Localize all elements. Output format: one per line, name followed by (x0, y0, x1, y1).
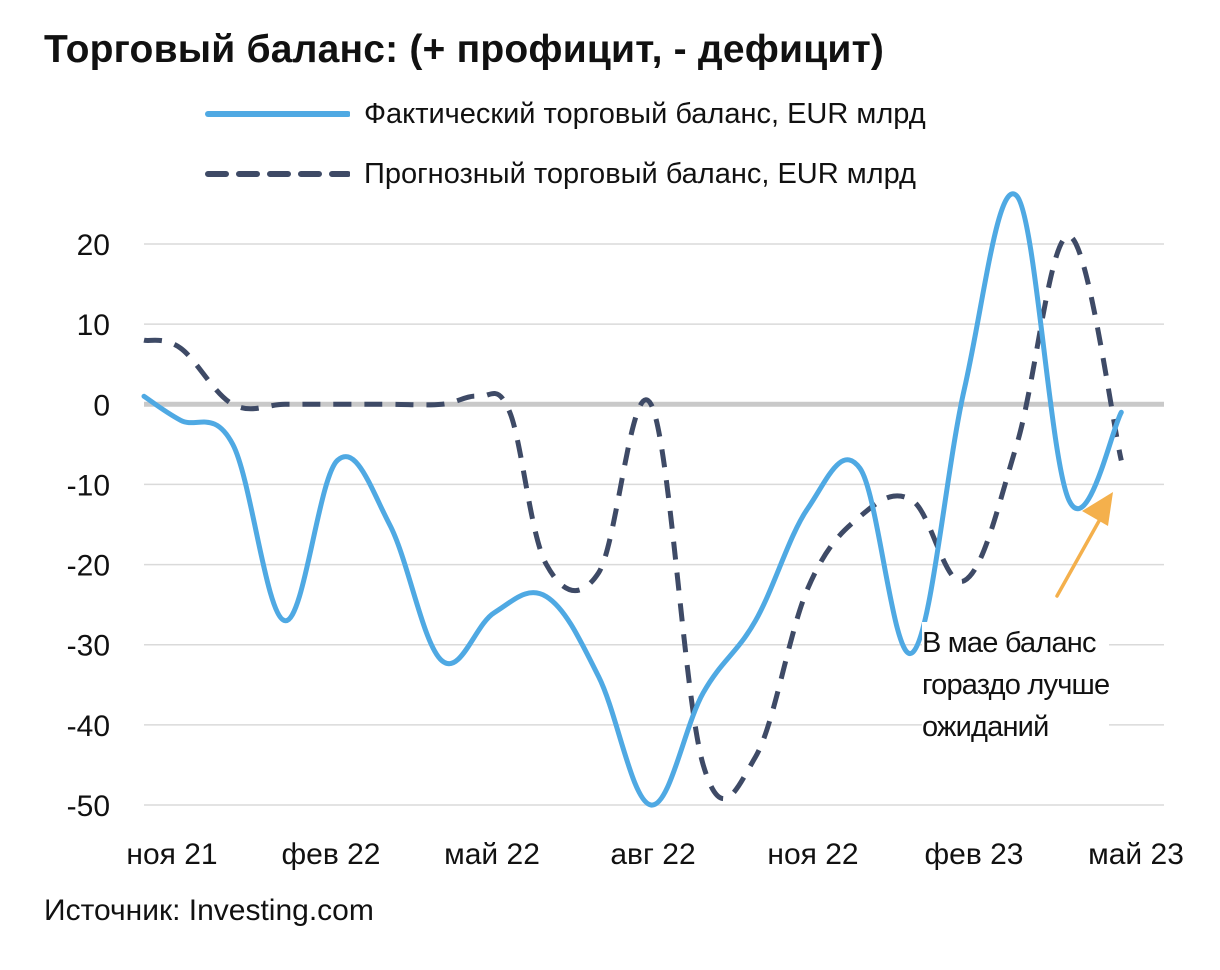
annotation-line-3: ожиданий (922, 711, 1049, 743)
legend-label-actual: Фактический торговый баланс, EUR млрд (364, 97, 926, 130)
series-line-forecast (143, 233, 1124, 802)
x-tick-label: фев 23 (924, 838, 1023, 871)
series-layer (141, 191, 1124, 808)
legend-item-actual: Фактический торговый баланс, EUR млрд (200, 92, 926, 136)
y-tick-label: 20 (77, 229, 110, 262)
annotation-arrow-layer (1055, 492, 1113, 598)
y-tick-label: -40 (67, 710, 110, 743)
legend-swatch-actual (205, 111, 350, 117)
y-tick-label: -50 (67, 790, 110, 823)
y-tick-label: -10 (67, 469, 110, 502)
y-tick-label: -30 (67, 630, 110, 663)
source-note: Источник: Investing.com (44, 894, 374, 927)
legend-swatch-forecast (205, 171, 350, 177)
x-axis-ticks: ноя 21 фев 22 май 22 авг 22 ноя 22 фев 23 май … (126, 838, 1183, 871)
legend: Фактический торговый баланс, EUR млрд Пр… (200, 88, 1100, 198)
legend-label-forecast: Прогнозный торговый баланс, EUR млрд (364, 157, 916, 190)
chart-title: Торговый баланс: (+ профицит, - дефицит) (44, 28, 885, 71)
x-tick-label: ноя 22 (767, 838, 858, 871)
x-tick-label: май 23 (1088, 838, 1184, 871)
legend-item-forecast: Прогнозный торговый баланс, EUR млрд (200, 152, 916, 196)
y-axis-ticks: 20 10 0 -10 -20 -30 -40 -50 (67, 229, 110, 823)
x-tick-label: ноя 21 (126, 838, 217, 871)
x-tick-label: авг 22 (610, 838, 695, 871)
y-tick-label: -20 (67, 550, 110, 583)
annotation-line-2: гораздо лучше (922, 669, 1110, 701)
series-line-actual (141, 191, 1124, 808)
annotation-arrow-shaft (1055, 519, 1101, 598)
annotation-text: В мае баланс гораздо лучше ожиданий (922, 622, 1110, 748)
y-tick-label: 0 (93, 389, 110, 422)
y-tick-label: 10 (77, 309, 110, 342)
x-tick-label: май 22 (444, 838, 540, 871)
annotation-line-1: В мае баланс (922, 627, 1097, 659)
x-tick-label: фев 22 (281, 838, 380, 871)
annotation-arrow-head (1082, 492, 1113, 526)
